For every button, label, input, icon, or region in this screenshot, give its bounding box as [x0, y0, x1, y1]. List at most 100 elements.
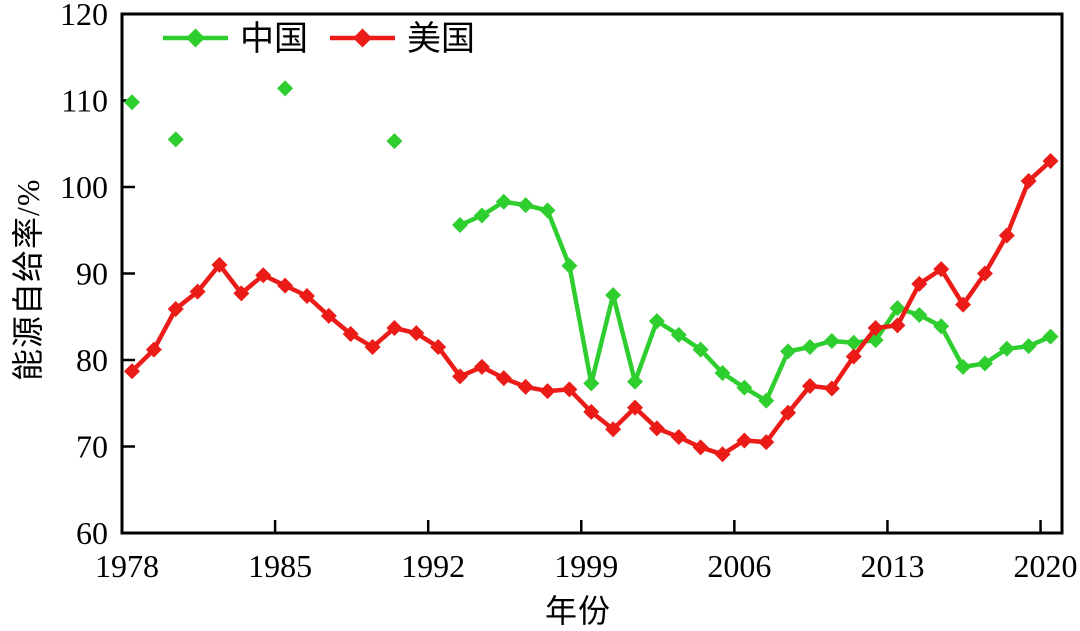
data-point-china	[736, 379, 753, 396]
y-tick-label: 110	[61, 83, 108, 119]
data-point-usa	[845, 348, 862, 365]
data-point-usa	[583, 403, 600, 420]
data-point-usa	[692, 439, 709, 456]
x-tick-label: 1985	[248, 548, 312, 584]
data-point-usa	[561, 381, 578, 398]
data-point-china	[1042, 328, 1059, 345]
data-point-china	[277, 80, 294, 97]
legend-marker-usa	[353, 28, 372, 48]
data-point-usa	[911, 275, 928, 292]
data-point-usa	[801, 377, 818, 394]
data-point-usa	[277, 277, 294, 294]
data-point-china	[758, 392, 775, 409]
data-point-usa	[976, 265, 993, 282]
legend-item-usa: 美国	[330, 20, 475, 58]
legend-label-usa: 美国	[407, 20, 475, 58]
data-point-china	[911, 307, 928, 324]
data-point-usa	[736, 432, 753, 449]
data-point-china	[933, 318, 950, 335]
data-point-usa	[255, 267, 272, 284]
data-point-usa	[233, 285, 250, 302]
data-point-china	[976, 355, 993, 372]
data-point-china	[889, 300, 906, 317]
y-tick-label: 120	[60, 0, 108, 32]
x-axis-label: 年份	[544, 593, 611, 629]
data-point-usa	[145, 341, 162, 358]
data-point-usa	[670, 428, 687, 445]
data-point-usa	[605, 421, 622, 438]
data-point-usa	[298, 287, 315, 304]
data-point-china	[670, 326, 687, 343]
data-point-china	[1020, 338, 1037, 355]
x-tick-label: 1978	[95, 548, 159, 584]
data-point-usa	[517, 378, 534, 395]
data-point-usa	[998, 227, 1015, 244]
series-line-china	[457, 199, 1053, 403]
data-point-usa	[473, 358, 490, 375]
legend: 中国 美国	[163, 20, 475, 58]
legend-marker-china	[186, 28, 205, 48]
data-point-usa	[124, 363, 140, 380]
y-axis-ticks: 60 70 80 90 100 110 120	[60, 0, 135, 551]
data-point-usa	[1042, 153, 1059, 170]
data-point-usa	[452, 368, 469, 385]
data-point-usa	[780, 404, 797, 421]
data-point-china	[517, 197, 534, 214]
x-tick-label: 2006	[707, 548, 771, 584]
data-point-china	[452, 217, 469, 234]
y-tick-label: 60	[76, 515, 108, 551]
data-point-china	[386, 133, 403, 150]
data-point-usa	[955, 296, 972, 313]
data-point-usa	[539, 383, 556, 400]
y-tick-label: 100	[60, 169, 108, 205]
x-tick-label: 2020	[1014, 548, 1078, 584]
data-point-usa	[342, 326, 359, 343]
data-point-usa	[758, 434, 775, 451]
data-point-usa	[408, 325, 425, 342]
data-point-china	[801, 339, 818, 356]
data-point-china	[692, 341, 709, 358]
data-point-usa	[189, 283, 206, 300]
y-tick-label: 90	[76, 256, 108, 292]
data-point-usa	[1020, 172, 1037, 189]
data-point-china	[998, 340, 1015, 357]
data-point-usa	[823, 380, 840, 397]
data-point-china	[473, 207, 490, 224]
data-point-usa	[714, 446, 731, 463]
data-point-china	[583, 375, 600, 392]
data-point-china	[627, 373, 644, 390]
data-point-usa	[867, 319, 884, 336]
data-point-china	[780, 343, 797, 360]
x-tick-label: 1999	[554, 548, 618, 584]
data-point-china	[845, 334, 862, 351]
data-point-usa	[430, 339, 447, 356]
data-point-china	[167, 131, 184, 148]
data-point-usa	[364, 339, 381, 356]
data-point-china	[648, 313, 665, 330]
x-tick-label: 2013	[860, 548, 924, 584]
series-usa	[124, 153, 1059, 463]
data-point-china	[955, 358, 972, 375]
data-point-usa	[167, 300, 184, 317]
data-point-usa	[627, 399, 644, 416]
data-point-usa	[495, 370, 512, 387]
x-axis-ticks: 1978 1985 1992 1999 2006 2013 2020	[95, 520, 1078, 584]
y-tick-label: 70	[76, 429, 108, 465]
data-point-usa	[889, 317, 906, 334]
data-point-china	[605, 287, 622, 304]
legend-label-china: 中国	[240, 20, 308, 58]
data-point-usa	[211, 256, 228, 273]
x-tick-label: 1992	[401, 548, 465, 584]
y-tick-label: 80	[76, 342, 108, 378]
data-point-china	[495, 193, 512, 210]
y-axis-label: 能源自给率/%	[10, 178, 46, 381]
series-china	[124, 80, 1059, 409]
data-point-china	[539, 202, 556, 219]
data-point-china	[561, 257, 578, 274]
legend-item-china: 中国	[163, 20, 308, 58]
data-point-china	[714, 364, 731, 381]
data-point-china	[124, 94, 140, 111]
data-point-usa	[320, 307, 337, 324]
